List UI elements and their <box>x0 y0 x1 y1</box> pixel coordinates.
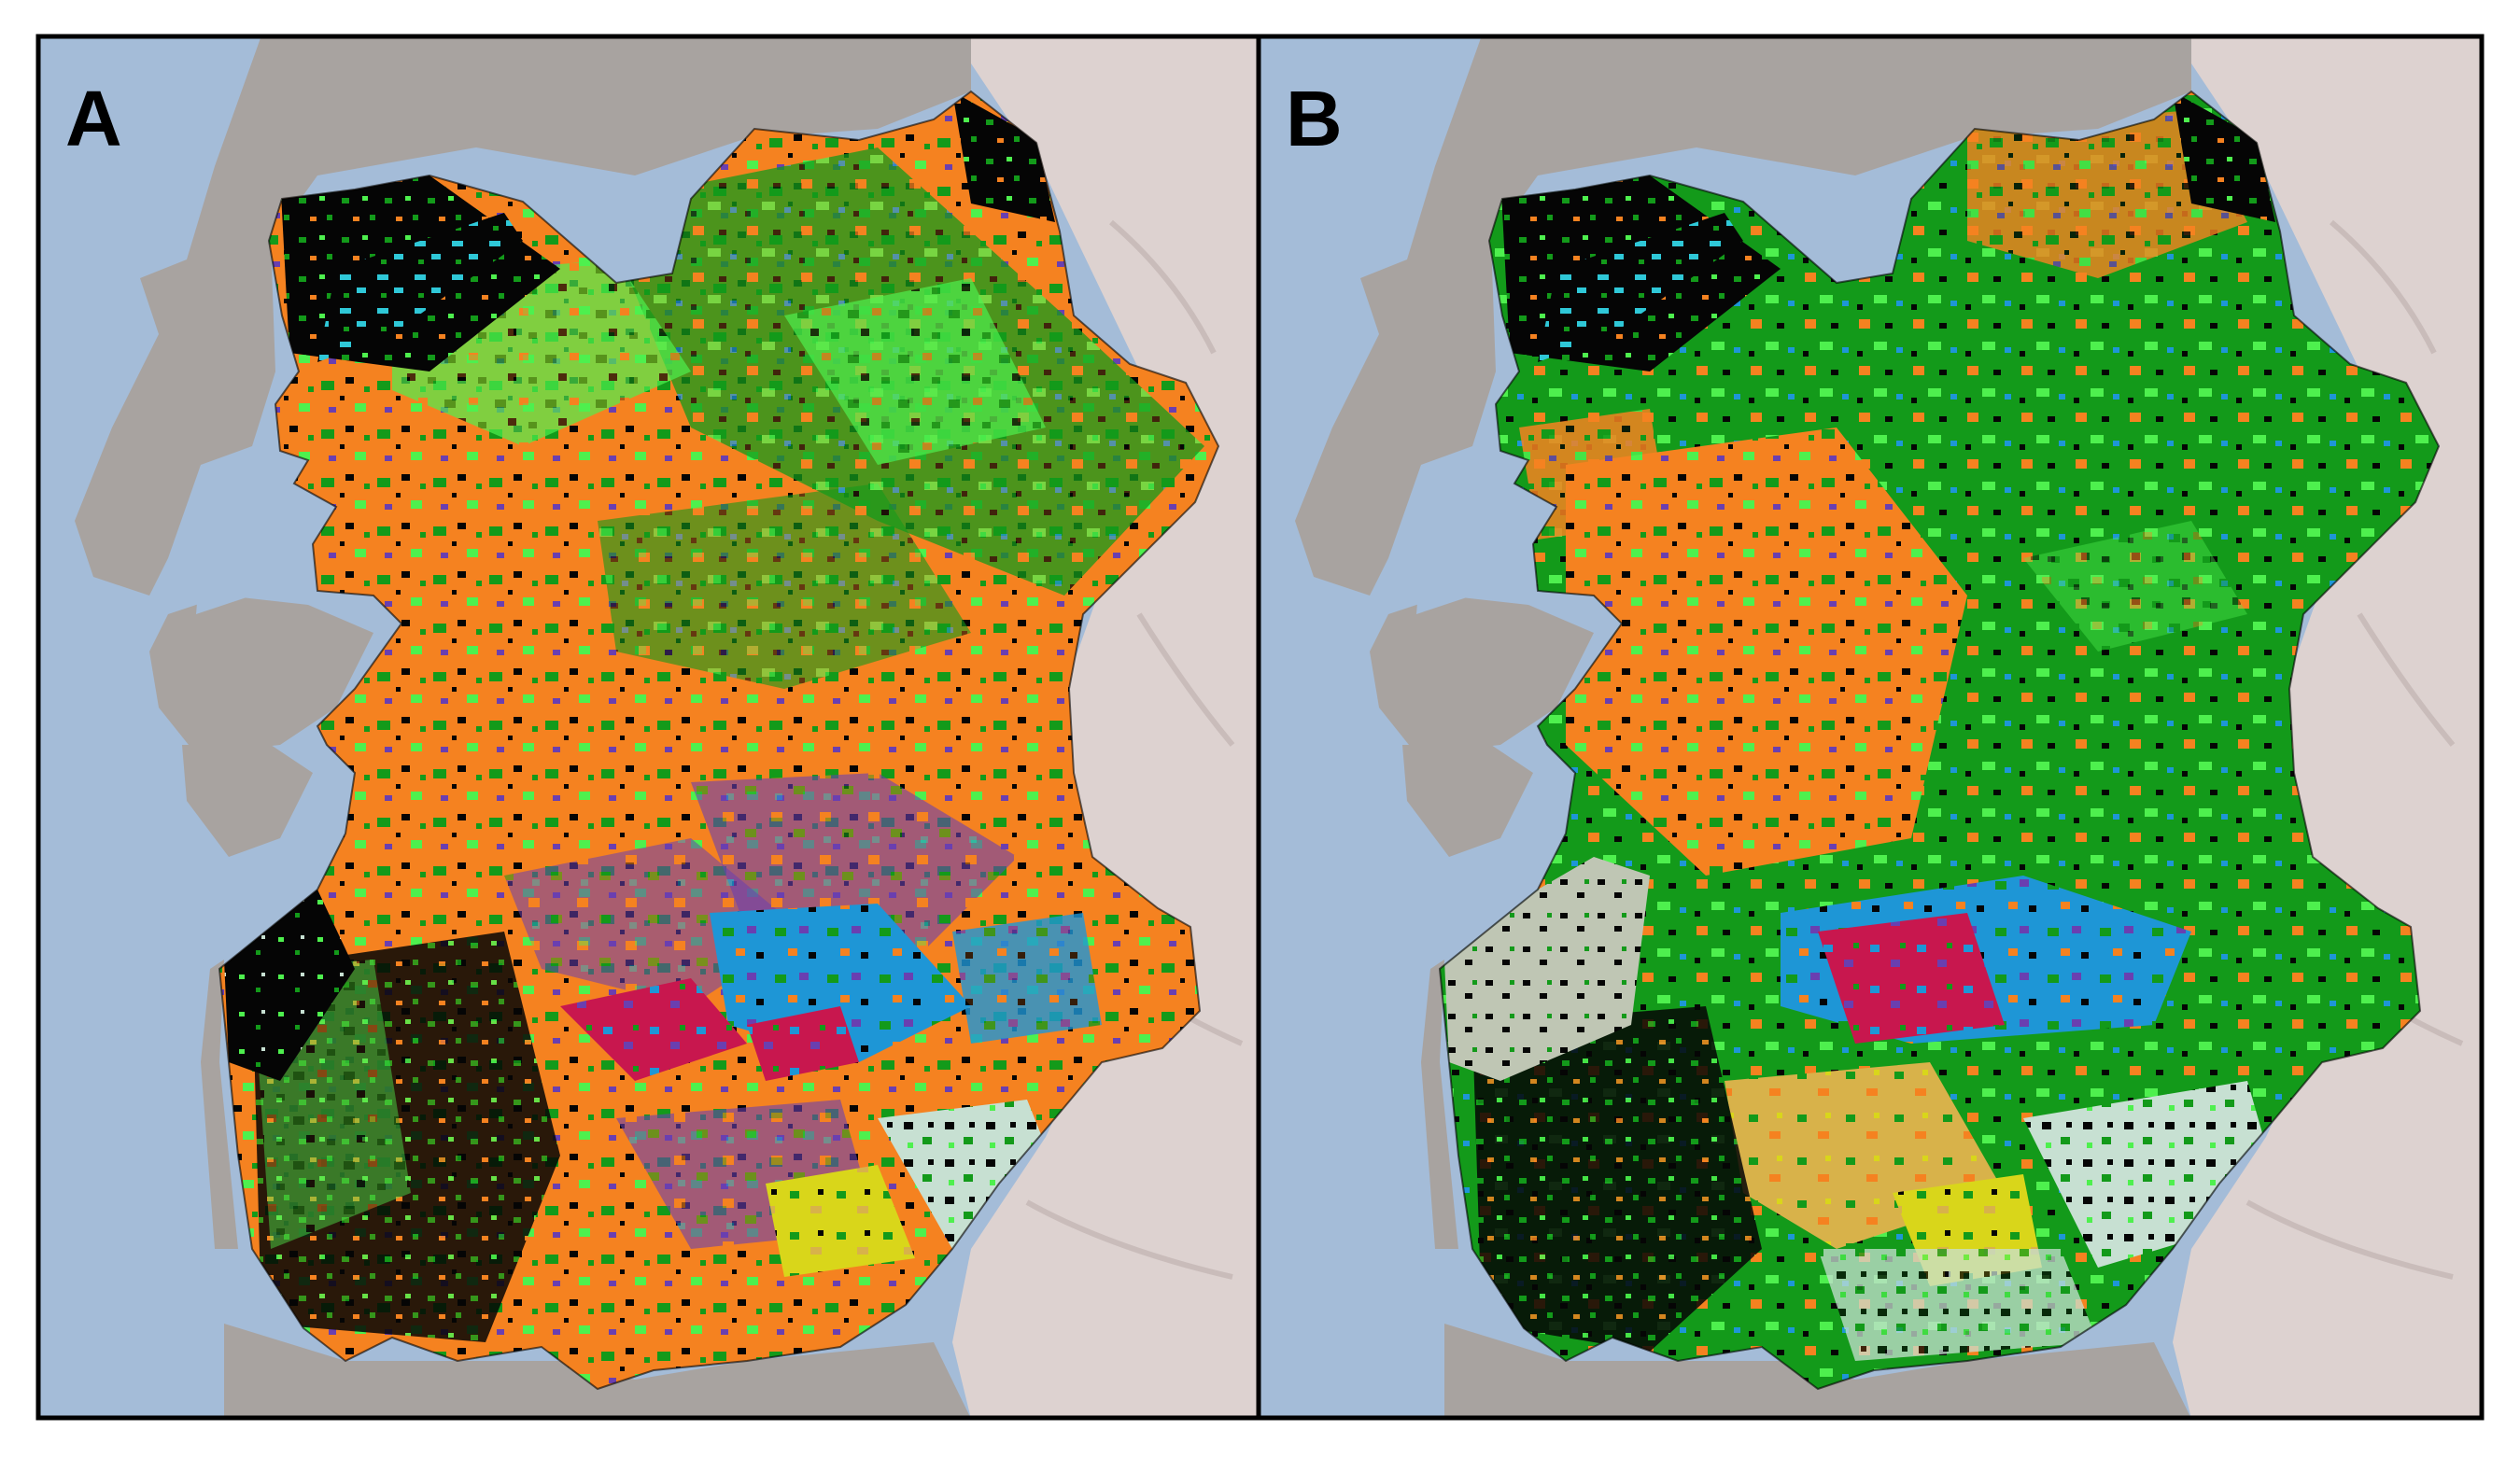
panel-b: B <box>1258 35 2483 1419</box>
panel-label-a: A <box>65 75 122 162</box>
panel-label-b: B <box>1286 75 1343 162</box>
panel-frame <box>1256 34 2485 1421</box>
panel-a: A <box>37 35 1262 1419</box>
